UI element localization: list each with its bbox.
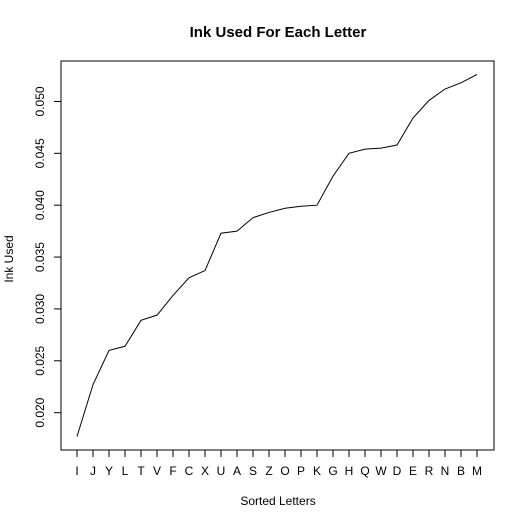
y-tick-label: 0.035 (33, 242, 47, 272)
y-axis-label: Ink Used (2, 235, 16, 282)
x-tick-label: F (169, 464, 176, 478)
x-tick-label: P (297, 464, 305, 478)
y-tick-label: 0.045 (33, 138, 47, 168)
x-tick-label: N (441, 464, 450, 478)
x-tick-label: K (313, 464, 321, 478)
x-tick-label: H (345, 464, 354, 478)
x-tick-label: J (90, 464, 96, 478)
series-line (76, 74, 478, 437)
x-tick-label: C (185, 464, 194, 478)
y-tick-label: 0.050 (33, 86, 47, 116)
x-tick-label: R (425, 464, 434, 478)
x-tick-label: B (457, 464, 465, 478)
x-tick-label: U (217, 464, 226, 478)
x-tick-label: M (472, 464, 482, 478)
x-tick-label: G (328, 464, 337, 478)
x-tick-label: A (233, 464, 241, 478)
y-tick-label: 0.020 (33, 397, 47, 427)
x-tick-label: Q (360, 464, 369, 478)
x-tick-label: I (75, 464, 78, 478)
x-tick-label: X (201, 464, 209, 478)
chart-title: Ink Used For Each Letter (190, 24, 367, 41)
y-tick-label: 0.040 (33, 190, 47, 220)
x-tick-label: W (375, 464, 387, 478)
x-tick-label: Y (105, 464, 113, 478)
x-tick-label: V (153, 464, 161, 478)
x-tick-label: S (249, 464, 257, 478)
x-tick-label: T (137, 464, 145, 478)
x-tick-label: Z (265, 464, 272, 478)
y-tick-label: 0.025 (33, 345, 47, 375)
x-tick-label: O (280, 464, 289, 478)
x-tick-label: D (393, 464, 402, 478)
y-tick-label: 0.030 (33, 294, 47, 324)
y-axis: 0.020 0.025 0.030 0.035 0.040 0.045 0.050 (33, 86, 61, 428)
x-tick-label: E (409, 464, 417, 478)
plot-frame (60, 60, 495, 451)
x-axis-label: Sorted Letters (240, 494, 315, 508)
x-tick-label: L (122, 464, 129, 478)
